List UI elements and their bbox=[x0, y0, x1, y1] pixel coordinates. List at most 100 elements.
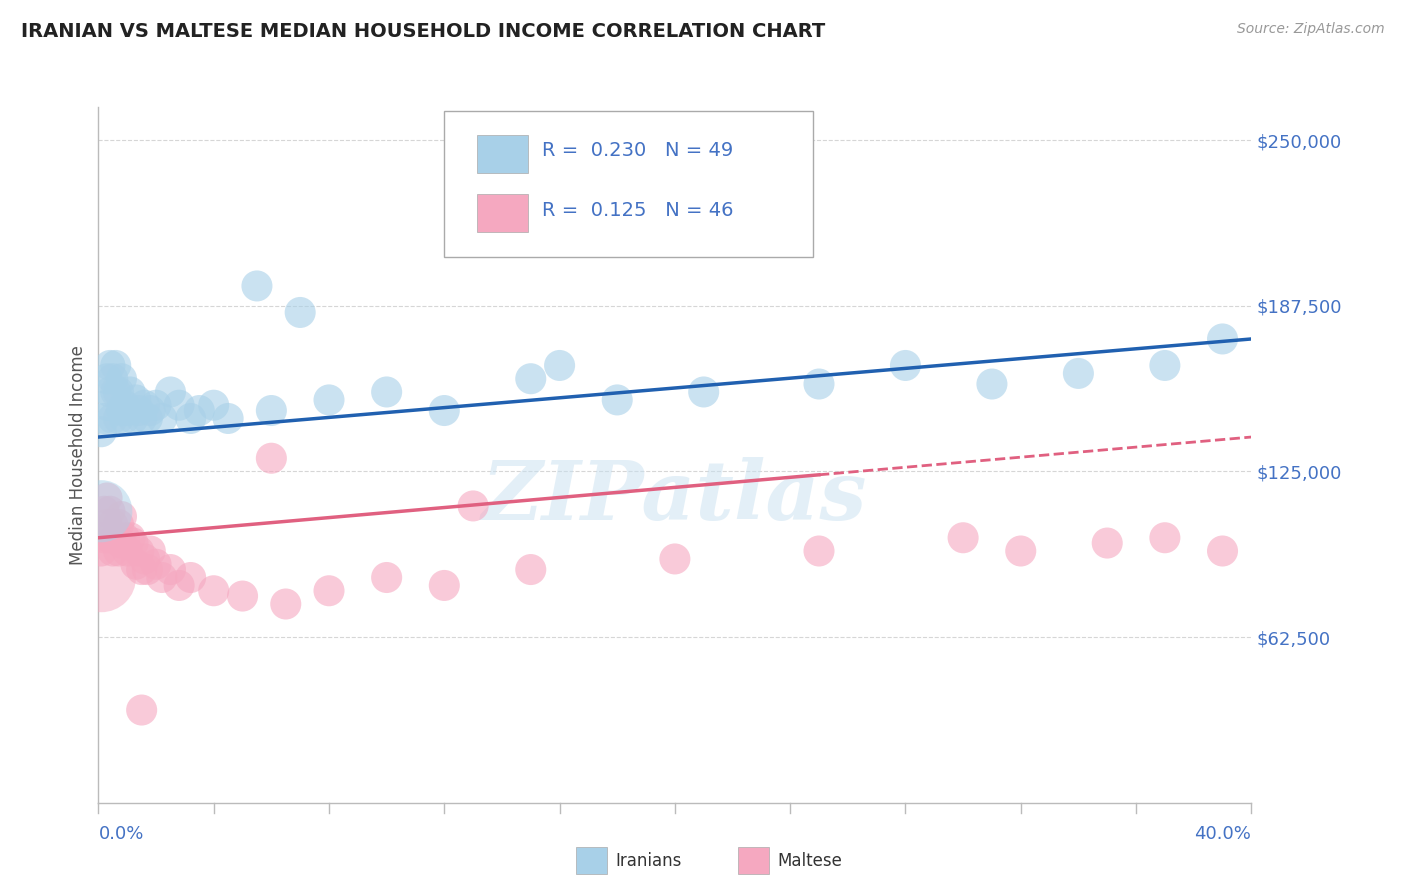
Point bbox=[112, 531, 135, 545]
Point bbox=[981, 377, 1004, 392]
Point bbox=[433, 403, 456, 417]
Point bbox=[125, 392, 148, 407]
Text: ZIPatlas: ZIPatlas bbox=[482, 457, 868, 537]
Point bbox=[150, 570, 173, 584]
Point bbox=[131, 703, 153, 717]
Point bbox=[98, 531, 121, 545]
Point bbox=[952, 531, 974, 545]
Point bbox=[520, 372, 543, 386]
Point bbox=[96, 517, 118, 532]
Point bbox=[136, 563, 159, 577]
Text: 0.0%: 0.0% bbox=[98, 825, 143, 843]
Text: Source: ZipAtlas.com: Source: ZipAtlas.com bbox=[1237, 22, 1385, 37]
Point bbox=[98, 504, 121, 518]
FancyBboxPatch shape bbox=[444, 111, 813, 257]
Point bbox=[96, 398, 118, 412]
Point bbox=[112, 398, 135, 412]
Point bbox=[260, 403, 283, 417]
Point bbox=[117, 544, 139, 558]
Point bbox=[122, 536, 145, 550]
Point bbox=[274, 597, 297, 611]
Point bbox=[93, 531, 115, 545]
Point bbox=[180, 570, 202, 584]
Point bbox=[131, 411, 153, 425]
Point bbox=[107, 544, 129, 558]
Point bbox=[807, 544, 830, 558]
Point bbox=[93, 411, 115, 425]
Point bbox=[134, 552, 156, 566]
Point bbox=[1010, 544, 1032, 558]
Point bbox=[202, 583, 225, 598]
Text: R =  0.125   N = 46: R = 0.125 N = 46 bbox=[543, 201, 734, 219]
Point bbox=[260, 451, 283, 466]
Text: 40.0%: 40.0% bbox=[1195, 825, 1251, 843]
Point bbox=[110, 536, 132, 550]
Point bbox=[375, 384, 398, 399]
Point bbox=[433, 578, 456, 592]
Point bbox=[90, 425, 112, 439]
Point bbox=[107, 411, 129, 425]
Point bbox=[120, 384, 142, 399]
Point bbox=[107, 384, 129, 399]
Point bbox=[807, 377, 830, 392]
Point bbox=[101, 411, 124, 425]
Point bbox=[101, 517, 124, 532]
Point bbox=[139, 544, 162, 558]
Point bbox=[104, 531, 127, 545]
Point bbox=[98, 384, 121, 399]
Text: Maltese: Maltese bbox=[778, 852, 842, 870]
Point bbox=[145, 398, 167, 412]
Point bbox=[693, 384, 716, 399]
Point bbox=[246, 279, 269, 293]
Bar bbox=[477, 194, 529, 232]
Point bbox=[375, 570, 398, 584]
Point bbox=[104, 359, 127, 373]
Point bbox=[125, 558, 148, 572]
Point bbox=[122, 411, 145, 425]
Point bbox=[131, 563, 153, 577]
Point bbox=[93, 504, 115, 518]
Point bbox=[136, 411, 159, 425]
Point bbox=[96, 372, 118, 386]
Point bbox=[167, 578, 190, 592]
Point bbox=[110, 403, 132, 417]
Point bbox=[1097, 536, 1119, 550]
Point bbox=[1153, 531, 1175, 545]
Point bbox=[110, 372, 132, 386]
Point bbox=[98, 359, 121, 373]
Point bbox=[520, 563, 543, 577]
Point bbox=[101, 372, 124, 386]
Point bbox=[1212, 332, 1234, 346]
Point bbox=[128, 544, 150, 558]
Point bbox=[96, 491, 118, 505]
Point bbox=[188, 403, 211, 417]
Point bbox=[664, 552, 686, 566]
Point bbox=[134, 398, 156, 412]
Point bbox=[606, 392, 628, 407]
Point bbox=[318, 392, 340, 407]
Point bbox=[1067, 367, 1090, 381]
Point bbox=[90, 504, 112, 518]
Point bbox=[318, 583, 340, 598]
Point bbox=[104, 384, 127, 399]
Point bbox=[90, 544, 112, 558]
Text: Iranians: Iranians bbox=[616, 852, 682, 870]
Point bbox=[159, 384, 181, 399]
Y-axis label: Median Household Income: Median Household Income bbox=[69, 345, 87, 565]
Point bbox=[145, 558, 167, 572]
Point bbox=[548, 359, 571, 373]
Point bbox=[290, 305, 312, 319]
Point bbox=[120, 531, 142, 545]
Bar bbox=[477, 135, 529, 173]
Point bbox=[167, 398, 190, 412]
Point bbox=[1212, 544, 1234, 558]
Point bbox=[110, 509, 132, 524]
Point bbox=[894, 359, 917, 373]
Point bbox=[107, 517, 129, 532]
Point bbox=[217, 411, 239, 425]
Point bbox=[159, 563, 181, 577]
Point bbox=[90, 570, 112, 584]
Point bbox=[180, 411, 202, 425]
Point bbox=[117, 403, 139, 417]
Point bbox=[139, 403, 162, 417]
